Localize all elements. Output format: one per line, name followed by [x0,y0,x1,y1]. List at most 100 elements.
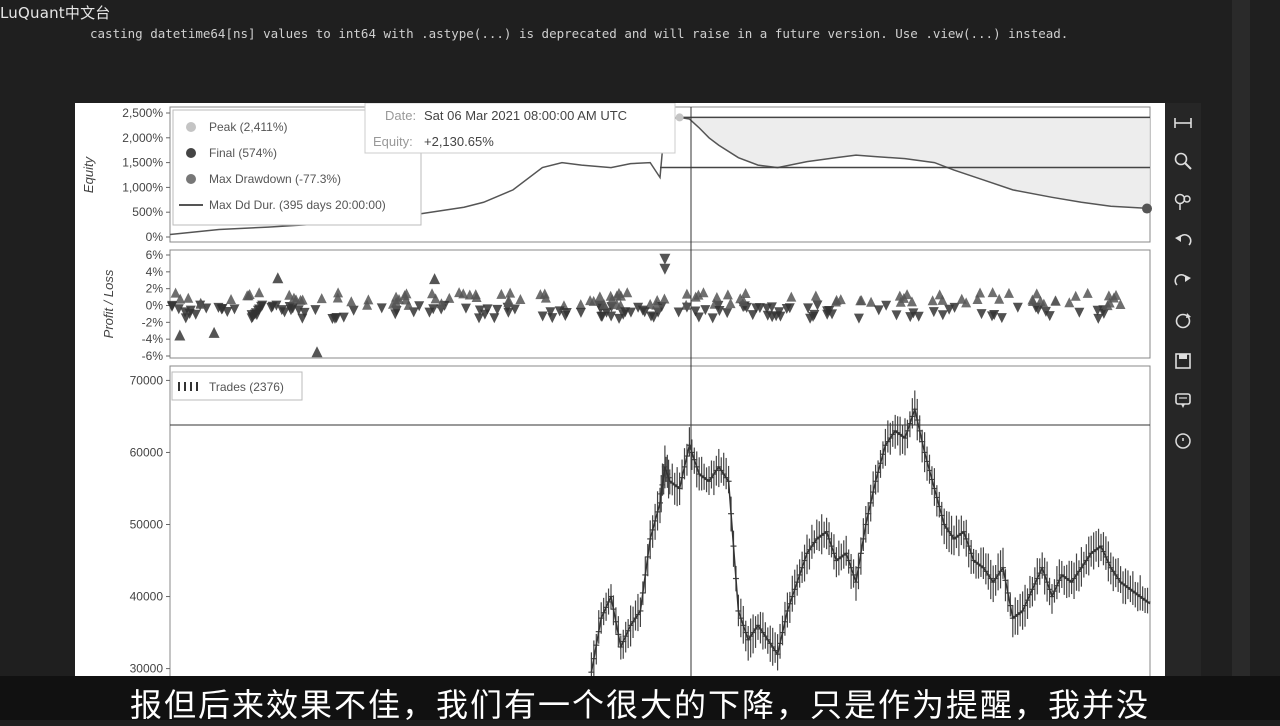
box-zoom-icon[interactable] [1171,149,1195,173]
loss-marker [976,309,987,320]
profit-marker [183,292,194,303]
profit-marker [987,287,998,298]
save-icon[interactable] [1171,349,1195,373]
loss-marker [257,300,268,311]
drawdown-area [679,117,1150,209]
profit-marker [659,293,670,304]
loss-marker [693,312,704,323]
pnl-tick-label: 6% [146,248,164,262]
price-tick-label: 30000 [130,662,164,676]
loss-marker [329,313,340,324]
loss-marker [1074,307,1085,318]
equity-tick-label: 500% [132,205,163,219]
profit-marker [170,287,181,298]
loss-marker [766,302,777,313]
hover-icon[interactable] [1171,389,1195,413]
tooltip-equity-label: Equity: [373,134,413,149]
pnl-tick-label: -4% [142,332,164,346]
profit-marker [515,294,526,305]
loss-marker [276,305,287,316]
loss-marker [812,300,823,311]
profit-marker [740,287,751,298]
loss-marker [597,311,608,322]
loss-marker [561,307,572,318]
profit-marker [401,294,412,305]
loss-marker [503,307,514,318]
profit-marker [605,290,616,301]
profit-marker [346,296,357,307]
tooltip-equity-value: +2,130.65% [424,134,494,149]
profit-marker [594,291,605,302]
scrollbar[interactable] [1232,0,1250,720]
loss-marker [376,303,387,314]
profit-marker [575,299,586,310]
profit-marker [902,289,913,300]
loss-marker [637,305,648,316]
profit-marker [535,289,546,300]
equity-tick-label: 1,000% [122,180,163,194]
loss-marker [908,308,919,319]
loss-marker [428,304,439,315]
profit-marker [855,295,866,306]
profit-marker [1003,287,1014,298]
profit-marker [956,293,967,304]
wheel-zoom-icon[interactable] [1171,189,1195,213]
equity-tick-label: 2,500% [122,106,163,120]
redo-icon[interactable] [1171,269,1195,293]
loss-marker [944,304,955,315]
pan-icon[interactable] [1171,111,1195,135]
profit-marker [226,293,237,304]
loss-marker [707,313,718,324]
loss-marker [1092,305,1103,316]
plot-toolbar [1165,103,1201,683]
equity-tick-label: 1,500% [122,156,163,170]
deprecation-warning: casting datetime64[ns] values to int64 w… [90,26,1069,41]
profit-marker [436,298,447,309]
loss-marker [620,307,631,318]
profit-marker [444,292,455,303]
loss-marker [414,301,425,312]
loss-marker [299,307,310,318]
loss-marker [881,300,892,311]
loss-marker [482,304,493,315]
loss-marker [267,301,278,312]
profit-marker [725,298,736,309]
ohlc-panel [169,365,1151,683]
profit-marker [362,299,373,310]
loss-marker [285,305,296,316]
profit-marker [295,294,306,305]
loss-marker [554,306,565,317]
loss-marker [489,313,500,324]
loss-marker [297,313,308,324]
price-tick-label: 60000 [130,445,164,459]
pnl-outlier-marker [208,326,220,338]
pnl-ylabel: Profit / Loss [101,269,116,338]
reset-icon[interactable] [1171,309,1195,333]
undo-icon[interactable] [1171,229,1195,253]
loss-marker [751,303,762,314]
peak-marker [675,113,684,122]
profit-marker [698,287,709,298]
brand-logo: LuQuant中文台 [0,4,111,22]
profit-marker [645,298,656,309]
crosshair-icon[interactable] [1171,429,1195,453]
trades-legend: Trades (2376) [171,371,303,401]
profit-marker [651,299,662,310]
loss-marker [762,310,773,321]
loss-marker [913,311,924,322]
profit-marker [866,296,877,307]
profit-marker [430,293,441,304]
profit-marker [975,287,986,298]
profit-marker [1110,289,1121,300]
loss-marker [614,313,625,324]
loss-marker [700,305,711,316]
loss-marker [222,307,233,318]
loss-marker [774,307,785,318]
loss-marker [575,307,586,318]
profit-marker [1115,299,1126,310]
profit-marker [1031,288,1042,299]
profit-marker [1027,296,1038,307]
loss-marker [873,305,884,316]
loss-marker [338,312,349,323]
loss-marker [986,311,997,322]
